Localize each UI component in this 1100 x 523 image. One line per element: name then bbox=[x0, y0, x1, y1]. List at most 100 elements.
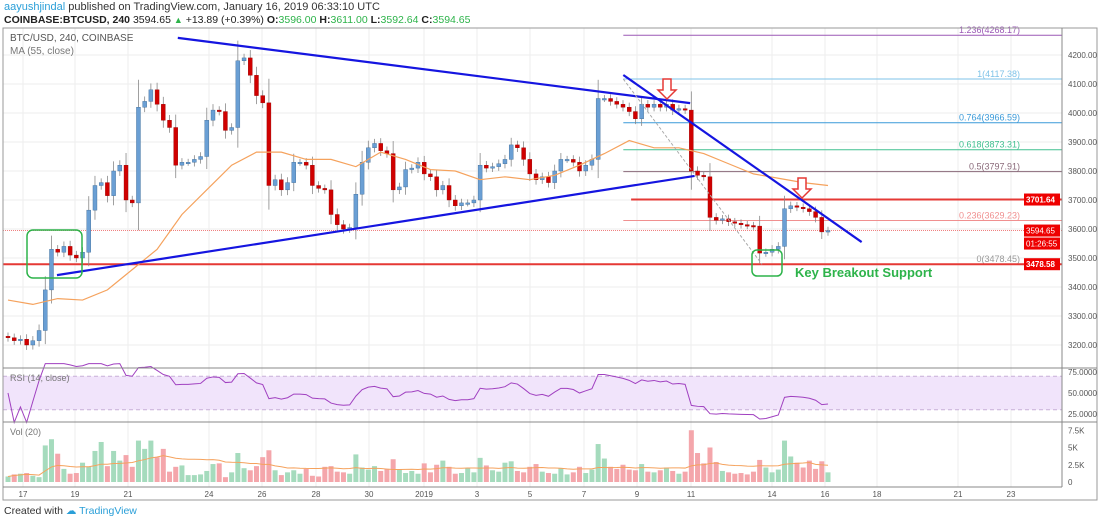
candle-down bbox=[310, 164, 315, 186]
tradingview-logo-icon[interactable]: ☁ bbox=[65, 505, 77, 517]
candle-down bbox=[633, 111, 638, 120]
candle-up bbox=[409, 167, 414, 170]
candle-up bbox=[676, 108, 682, 111]
up-triangle-icon: ▲ bbox=[173, 15, 183, 25]
volume-bar bbox=[688, 430, 694, 482]
candle-up bbox=[595, 98, 601, 160]
candle-down bbox=[173, 127, 178, 166]
ma-legend: MA (55, close) bbox=[10, 46, 74, 57]
x-tick-label: 3 bbox=[475, 490, 480, 499]
rsi-tick-label: 50.0000 bbox=[1068, 389, 1097, 398]
candle-up bbox=[366, 147, 371, 163]
volume-bar bbox=[67, 473, 73, 482]
candle-up bbox=[490, 166, 495, 169]
candle-down bbox=[217, 109, 222, 112]
x-tick-label: 19 bbox=[71, 490, 80, 499]
volume-bar bbox=[17, 473, 23, 482]
x-tick-label: 26 bbox=[258, 490, 267, 499]
volume-bar bbox=[490, 470, 496, 482]
candle-down bbox=[446, 185, 452, 201]
volume-bar bbox=[682, 471, 688, 482]
vol-legend: Vol (20) bbox=[10, 427, 41, 437]
candle-up bbox=[49, 249, 54, 291]
candle-down bbox=[819, 217, 824, 233]
candle-up bbox=[558, 159, 564, 172]
candle-up bbox=[30, 340, 36, 346]
volume-bar bbox=[589, 469, 595, 482]
volume-bar bbox=[552, 473, 558, 482]
trendlines[interactable] bbox=[56, 36, 863, 277]
volume-bar bbox=[42, 445, 48, 482]
horizontal-lines[interactable] bbox=[3, 198, 1062, 266]
volume-bar bbox=[278, 475, 284, 482]
volume-bar bbox=[291, 470, 297, 482]
volume-bar bbox=[458, 473, 464, 482]
x-tick-label: 23 bbox=[1007, 490, 1016, 499]
volume-pane bbox=[5, 430, 831, 482]
volume-bar bbox=[5, 476, 11, 482]
candle-up bbox=[502, 159, 508, 164]
volume-bar bbox=[111, 450, 117, 482]
author-link[interactable]: aayushjindal bbox=[4, 1, 66, 13]
candle-up bbox=[459, 202, 464, 206]
fib-level-label: 0.236(3629.23) bbox=[959, 211, 1020, 221]
candle-up bbox=[229, 127, 234, 131]
price-tick-label: 3700.00 bbox=[1068, 196, 1097, 205]
volume-bar bbox=[471, 472, 477, 482]
candle-down bbox=[341, 224, 346, 230]
high-value: 3611.00 bbox=[330, 14, 368, 26]
trendline bbox=[177, 36, 691, 105]
volume-bar bbox=[806, 460, 812, 482]
axes: 17 19 21 24 26 28 30 2019 3 5 7 9 11 14 16 18 21 23 3200.0… bbox=[2, 27, 1098, 501]
candle-up bbox=[241, 57, 247, 62]
volume-bar bbox=[695, 453, 701, 482]
volume-bar bbox=[396, 469, 402, 482]
candle-down bbox=[5, 336, 11, 338]
volume-bar bbox=[285, 472, 291, 482]
price-change: +13.89 (+0.39%) bbox=[185, 14, 264, 26]
candle-down bbox=[527, 159, 533, 175]
candle-up bbox=[477, 164, 483, 201]
volume-bar bbox=[496, 471, 502, 482]
volume-bar bbox=[502, 462, 508, 482]
candle-up bbox=[285, 182, 290, 191]
volume-bar bbox=[626, 469, 632, 482]
candle-up bbox=[142, 101, 147, 108]
price-tick-label: 4200.00 bbox=[1068, 51, 1097, 60]
candle-down bbox=[378, 143, 383, 151]
price-tick-label: 3900.00 bbox=[1068, 138, 1097, 147]
candle-down bbox=[434, 176, 439, 191]
price-tick-label: 3600.00 bbox=[1068, 225, 1097, 234]
close-label: C: bbox=[421, 14, 433, 26]
volume-bar bbox=[539, 471, 545, 482]
tradingview-brand[interactable]: TradingView bbox=[79, 505, 137, 517]
candle-down bbox=[248, 57, 253, 76]
fib-retracement[interactable]: 1.236(4268.17) 1(4117.38) 0.764(3966.59) 0.… bbox=[623, 25, 1062, 265]
volume-bar bbox=[80, 462, 86, 482]
x-tick-label: 18 bbox=[873, 490, 882, 499]
volume-bar bbox=[527, 466, 533, 482]
highlight-box bbox=[751, 249, 783, 277]
candle-up bbox=[192, 159, 197, 163]
candle-up bbox=[61, 246, 67, 253]
volume-bar bbox=[154, 457, 160, 482]
volume-bar bbox=[266, 450, 272, 482]
fib-level-label: 0.764(3966.59) bbox=[959, 113, 1020, 123]
down-arrow-icon bbox=[791, 177, 813, 200]
candle-up bbox=[204, 120, 209, 157]
volume-bar bbox=[384, 468, 390, 482]
candle-down bbox=[123, 164, 129, 201]
candle-down bbox=[335, 214, 340, 225]
candle-down bbox=[279, 179, 284, 191]
volume-bar bbox=[645, 471, 651, 482]
candle-down bbox=[154, 89, 160, 105]
candle-down bbox=[254, 75, 259, 96]
rsi-pane bbox=[3, 363, 1062, 425]
volume-bar bbox=[558, 468, 564, 482]
low-label: L: bbox=[370, 14, 381, 26]
volume-bar bbox=[92, 450, 98, 482]
volume-bar bbox=[297, 473, 303, 482]
candle-down bbox=[105, 182, 110, 196]
volume-bar bbox=[123, 455, 129, 482]
